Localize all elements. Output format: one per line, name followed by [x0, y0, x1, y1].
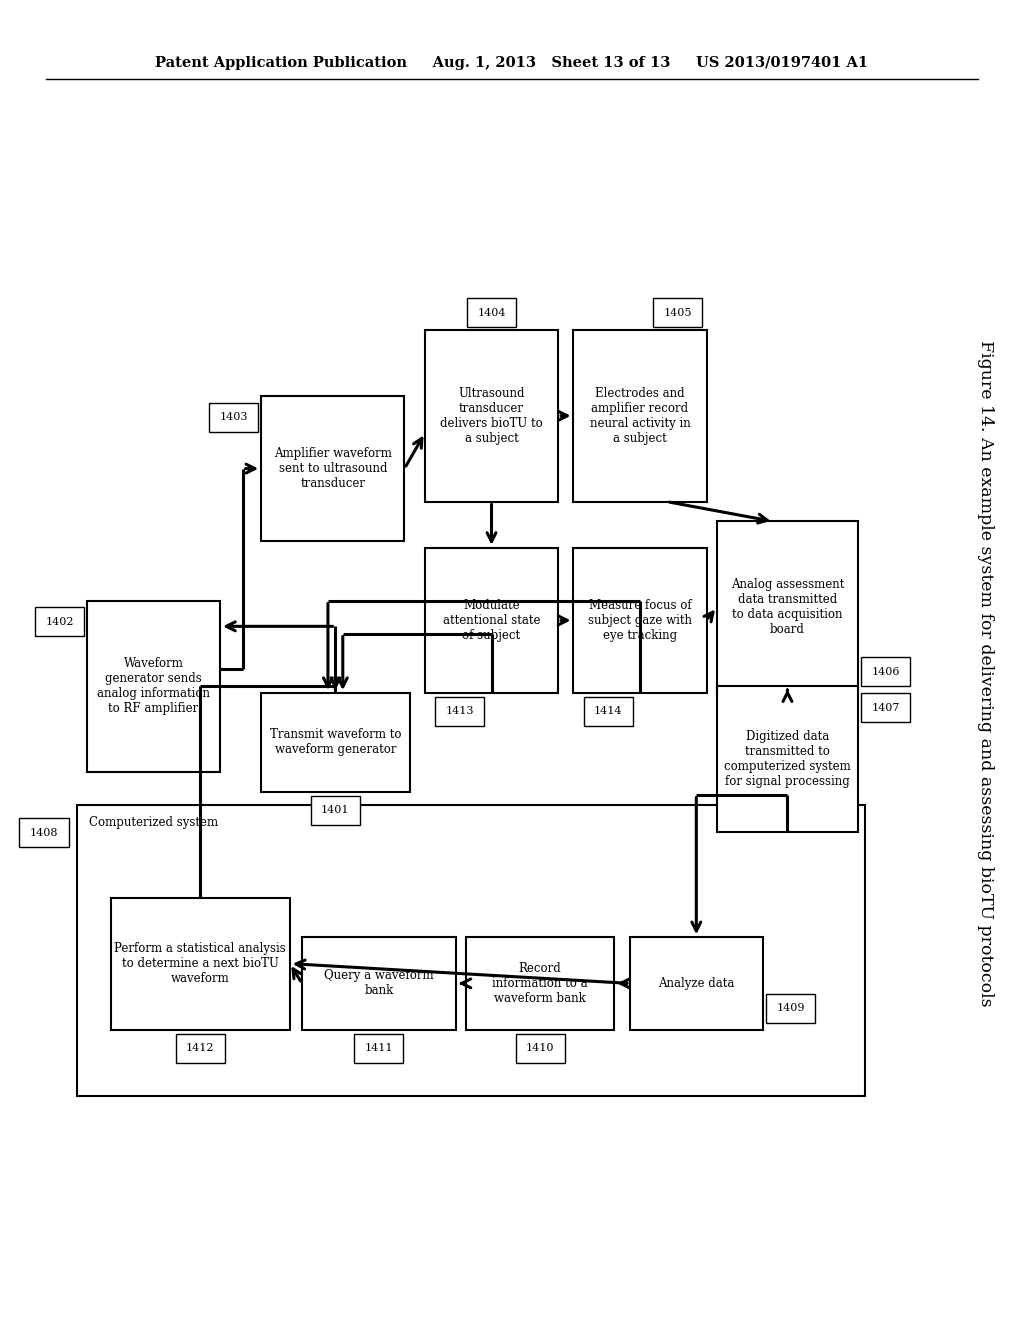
FancyBboxPatch shape	[425, 330, 558, 502]
FancyBboxPatch shape	[35, 607, 84, 636]
Text: Analog assessment
data transmitted
to data acquisition
board: Analog assessment data transmitted to da…	[731, 578, 844, 636]
Text: 1405: 1405	[664, 308, 692, 318]
Text: Transmit waveform to
waveform generator: Transmit waveform to waveform generator	[269, 729, 401, 756]
FancyBboxPatch shape	[261, 693, 410, 792]
Text: Patent Application Publication     Aug. 1, 2013   Sheet 13 of 13     US 2013/019: Patent Application Publication Aug. 1, 2…	[156, 57, 868, 70]
FancyBboxPatch shape	[209, 403, 258, 432]
FancyBboxPatch shape	[77, 805, 865, 1096]
Text: 1402: 1402	[45, 616, 74, 627]
FancyBboxPatch shape	[302, 937, 456, 1030]
FancyBboxPatch shape	[861, 693, 910, 722]
FancyBboxPatch shape	[630, 937, 763, 1030]
FancyBboxPatch shape	[766, 994, 815, 1023]
FancyBboxPatch shape	[176, 1034, 225, 1063]
Text: Figure 14. An example system for delivering and assessing bioTU protocols: Figure 14. An example system for deliver…	[977, 339, 993, 1007]
Text: 1403: 1403	[219, 412, 248, 422]
Text: 1407: 1407	[871, 702, 900, 713]
Text: 1414: 1414	[594, 706, 623, 717]
Text: Perform a statistical analysis
to determine a next bioTU
waveform: Perform a statistical analysis to determ…	[115, 942, 286, 985]
FancyBboxPatch shape	[466, 937, 614, 1030]
FancyBboxPatch shape	[435, 697, 484, 726]
FancyBboxPatch shape	[311, 796, 360, 825]
Text: Digitized data
transmitted to
computerized system
for signal processing: Digitized data transmitted to computeriz…	[724, 730, 851, 788]
Text: Ultrasound
transducer
delivers bioTU to
a subject: Ultrasound transducer delivers bioTU to …	[440, 387, 543, 445]
FancyBboxPatch shape	[584, 697, 633, 726]
FancyBboxPatch shape	[717, 521, 858, 693]
Text: 1401: 1401	[322, 805, 349, 816]
FancyBboxPatch shape	[573, 548, 707, 693]
Text: 1409: 1409	[776, 1003, 805, 1014]
FancyBboxPatch shape	[111, 898, 290, 1030]
Text: Electrodes and
amplifier record
neural activity in
a subject: Electrodes and amplifier record neural a…	[590, 387, 690, 445]
FancyBboxPatch shape	[653, 298, 702, 327]
Text: 1406: 1406	[871, 667, 900, 677]
FancyBboxPatch shape	[354, 1034, 403, 1063]
Text: 1413: 1413	[445, 706, 474, 717]
Text: Record
information to a
waveform bank: Record information to a waveform bank	[493, 962, 588, 1005]
Text: 1404: 1404	[477, 308, 506, 318]
Text: Query a waveform
bank: Query a waveform bank	[324, 969, 434, 998]
Text: Analyze data: Analyze data	[658, 977, 734, 990]
Text: 1408: 1408	[30, 828, 58, 838]
FancyBboxPatch shape	[467, 298, 516, 327]
FancyBboxPatch shape	[261, 396, 404, 541]
FancyBboxPatch shape	[717, 686, 858, 832]
FancyBboxPatch shape	[425, 548, 558, 693]
Text: Waveform
generator sends
analog information
to RF amplifier: Waveform generator sends analog informat…	[97, 657, 210, 715]
FancyBboxPatch shape	[19, 818, 69, 847]
Text: Computerized system: Computerized system	[89, 816, 218, 829]
Text: 1410: 1410	[526, 1043, 554, 1053]
FancyBboxPatch shape	[861, 657, 910, 686]
Text: Amplifier waveform
sent to ultrasound
transducer: Amplifier waveform sent to ultrasound tr…	[273, 447, 392, 490]
FancyBboxPatch shape	[87, 601, 220, 772]
FancyBboxPatch shape	[515, 1034, 565, 1063]
Text: Measure focus of
subject gaze with
eye tracking: Measure focus of subject gaze with eye t…	[588, 599, 692, 642]
Text: 1412: 1412	[186, 1043, 214, 1053]
FancyBboxPatch shape	[573, 330, 707, 502]
Text: 1411: 1411	[365, 1043, 393, 1053]
Text: Modulate
attentional state
of subject: Modulate attentional state of subject	[442, 599, 541, 642]
